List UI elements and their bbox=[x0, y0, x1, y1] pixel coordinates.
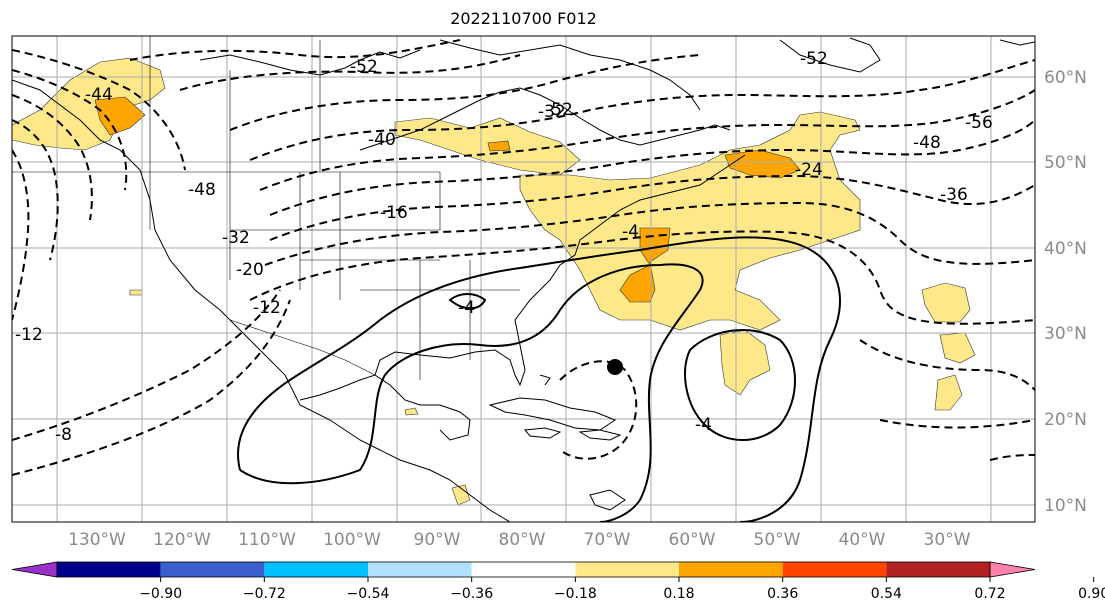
latitude-labels: 60°N 50°N 40°N 30°N 20°N 10°N bbox=[1044, 68, 1087, 516]
contour-label: -48 bbox=[913, 133, 941, 153]
shade-alaska-core bbox=[94, 96, 146, 136]
colorbar-tick-label: −0.54 bbox=[347, 586, 390, 602]
political-borders bbox=[12, 36, 520, 380]
contour-label: -36 bbox=[940, 185, 968, 205]
lon-label: 80°W bbox=[499, 530, 546, 550]
coastlines bbox=[12, 37, 1035, 522]
shade-small-1 bbox=[129, 289, 143, 296]
shade-small-3 bbox=[451, 484, 471, 506]
contour-label: -40 bbox=[368, 130, 396, 150]
lon-label: 120°W bbox=[153, 530, 211, 550]
contour-minus4-c bbox=[684, 329, 796, 441]
contour-label: -44 bbox=[85, 85, 113, 105]
contour-minus4-a bbox=[237, 236, 841, 522]
colorbar-segment bbox=[368, 562, 472, 577]
colorbar-tick-label: 0.90 bbox=[1078, 586, 1105, 602]
colorbar-segment bbox=[57, 562, 161, 577]
contour-label: -56 bbox=[965, 113, 993, 133]
colorbar-border bbox=[56, 561, 991, 578]
lon-label: 130°W bbox=[68, 530, 126, 550]
colorbar-extend-low bbox=[11, 561, 58, 578]
contour-label: -24 bbox=[795, 160, 823, 180]
contour-minus4-b bbox=[239, 263, 704, 522]
shade-east-3 bbox=[934, 374, 963, 411]
contour-label: -52 bbox=[350, 57, 378, 77]
colorbar-tick-label: −0.72 bbox=[243, 586, 286, 602]
contour-label: -32 bbox=[222, 228, 250, 248]
height-contours bbox=[12, 39, 1035, 522]
lat-label: 20°N bbox=[1044, 410, 1087, 430]
colorbar-extend-high bbox=[989, 561, 1036, 578]
contour-label: -4 bbox=[622, 222, 639, 242]
contour-label: -4 bbox=[695, 415, 712, 435]
lat-label: 10°N bbox=[1044, 496, 1087, 516]
shade-central-atlantic bbox=[719, 329, 771, 396]
longitude-labels: 130°W 120°W 110°W 100°W 90°W 80°W 70°W 6… bbox=[68, 530, 971, 550]
lon-label: 100°W bbox=[323, 530, 381, 550]
map-background bbox=[12, 36, 1035, 522]
contour-minus4-d bbox=[448, 293, 487, 310]
storm-center-marker bbox=[607, 359, 623, 375]
colorbar-tick-label: 0.36 bbox=[767, 586, 798, 602]
lon-label: 50°W bbox=[754, 530, 801, 550]
colorbar-tick-label: −0.18 bbox=[554, 586, 597, 602]
lon-label: 110°W bbox=[238, 530, 296, 550]
lon-label: 40°W bbox=[839, 530, 886, 550]
colorbar-segment bbox=[471, 562, 576, 577]
map-title: 2022110700 F012 bbox=[450, 9, 597, 28]
contour-label: -52 bbox=[800, 49, 828, 69]
lon-label: 60°W bbox=[669, 530, 716, 550]
map-frame bbox=[11, 35, 1036, 523]
contour-label: -12 bbox=[253, 298, 281, 318]
colorbar-tick-label: −0.90 bbox=[139, 586, 182, 602]
colorbar-segment bbox=[886, 562, 990, 577]
colorbar-segment bbox=[782, 562, 887, 577]
lat-label: 60°N bbox=[1044, 68, 1087, 88]
contour-label: -8 bbox=[55, 425, 72, 445]
lat-label: 40°N bbox=[1044, 239, 1087, 259]
shade-hudson bbox=[394, 117, 581, 176]
contour-label: -32 bbox=[538, 102, 566, 122]
colorbar-segment bbox=[575, 562, 679, 577]
contour-label: -48 bbox=[188, 180, 216, 200]
colorbar: −0.90 −0.72 −0.54 −0.36 −0.18 0.18 0.36 0.54 0.7… bbox=[11, 561, 1105, 602]
contour-label: -16 bbox=[380, 203, 408, 223]
contour-label: -4 bbox=[458, 298, 475, 318]
lon-label: 90°W bbox=[414, 530, 461, 550]
colorbar-segment bbox=[160, 562, 265, 577]
contour-label: -12 bbox=[15, 325, 43, 345]
contour-label: -20 bbox=[236, 260, 264, 280]
colorbar-segment bbox=[679, 562, 783, 577]
lon-label: 30°W bbox=[924, 530, 971, 550]
colorbar-segment bbox=[264, 562, 368, 577]
shade-east-1 bbox=[921, 282, 971, 323]
lon-label: 70°W bbox=[584, 530, 631, 550]
lat-label: 30°N bbox=[1044, 324, 1087, 344]
shade-newfoundland-core bbox=[724, 149, 801, 179]
shade-hudson-core bbox=[487, 140, 511, 152]
contour-labels: -52 -52 -52 -44 -40 -32 -48 -32 -20 -12 … bbox=[15, 49, 993, 445]
colorbar-tick-label: 0.54 bbox=[871, 586, 902, 602]
graticule bbox=[12, 36, 1035, 522]
lat-label: 50°N bbox=[1044, 153, 1087, 173]
colorbar-tick-label: −0.36 bbox=[450, 586, 493, 602]
colorbar-tick-label: 0.18 bbox=[663, 586, 694, 602]
shade-small-2 bbox=[404, 407, 419, 416]
colorbar-tick-label: 0.72 bbox=[974, 586, 1005, 602]
contour-label: -52 bbox=[545, 100, 573, 120]
